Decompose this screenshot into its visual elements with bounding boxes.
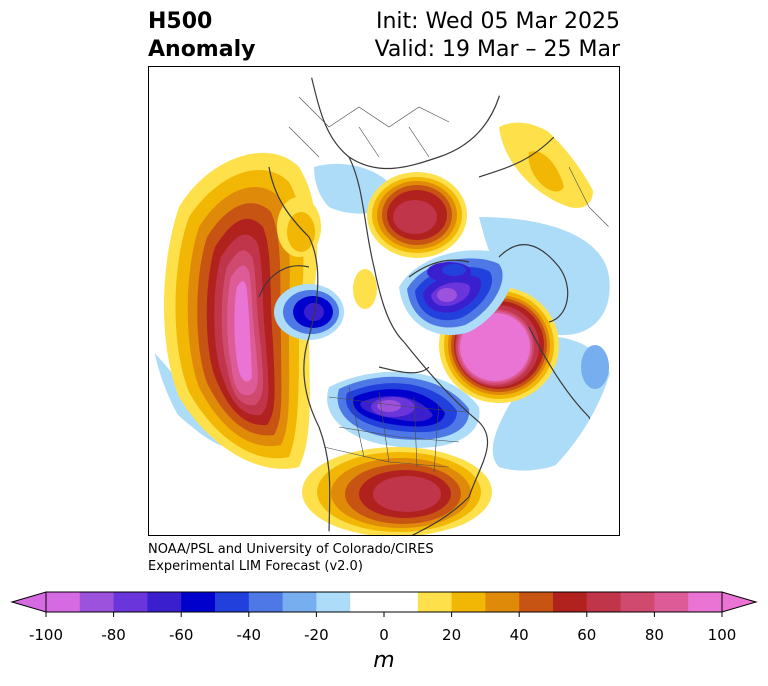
colorbar-cell [451,592,486,612]
colorbar-cells [46,592,723,612]
colorbar-cell [282,592,317,612]
colorbar-cell [485,592,520,612]
credit-text: NOAA/PSL and University of Colorado/CIRE… [148,541,434,575]
colorbar-tick-label: 60 [577,626,597,644]
colorbar-over-arrow [721,591,758,613]
colorbar-ticks [45,612,723,617]
colorbar-tick-label: -20 [304,626,329,644]
forecast-dates: Init: Wed 05 Mar 2025 Valid: 19 Mar – 25… [375,8,620,64]
colorbar-cell [248,592,284,612]
title-variable: H500 [148,9,213,34]
gulf-ridge [302,447,492,535]
colorbar-cell [215,592,250,612]
colorbar-cell [417,592,453,612]
init-date: Init: Wed 05 Mar 2025 [375,9,620,34]
credit-line-2: Experimental LIM Forecast (v2.0) [148,559,363,574]
colorbar-cell [519,592,554,612]
siberia-ridge [367,172,467,258]
valid-range: Valid: 19 Mar – 25 Mar [374,37,620,62]
colorbar-cell [384,592,419,612]
colorbar-cell [553,592,588,612]
colorbar-cell [586,592,622,612]
colorbar-tick-label: 80 [644,626,664,644]
colorbar [10,591,758,617]
colorbar-cell [181,592,216,612]
colorbar-cell [350,592,385,612]
colorbar-cell [147,592,182,612]
colorbar-cell [654,592,689,612]
title-field: Anomaly [148,37,256,62]
colorbar-tick-label: -40 [236,626,262,644]
colorbar-tick-label: -60 [168,626,194,644]
colorbar-tick-label: -100 [28,626,64,644]
north-america-trough [327,371,480,448]
colorbar-tick-label: -80 [101,626,126,644]
credit-line-1: NOAA/PSL and University of Colorado/CIRE… [148,542,434,557]
colorbar-cell [620,592,655,612]
colorbar-tick-label: 100 [707,626,737,644]
east-siberia-trough [274,284,344,340]
colorbar-cell [79,592,115,612]
map-title: H500 Anomaly [148,8,255,64]
colorbar-cell [316,592,351,612]
anomaly-map [148,66,620,536]
colorbar-tick-label: 40 [509,626,529,644]
units-label: m [373,648,395,673]
colorbar-cell [113,592,148,612]
colorbar-tick-label: 0 [379,626,389,644]
colorbar-under-arrow [10,591,47,613]
colorbar-tick-label: 20 [442,626,462,644]
political-borders [288,96,610,473]
europe-trough [399,250,514,335]
north-africa-ridge [499,122,593,208]
colorbar-cell [688,592,723,612]
colorbar-cell [46,592,81,612]
anomaly-map-canvas [149,67,614,535]
